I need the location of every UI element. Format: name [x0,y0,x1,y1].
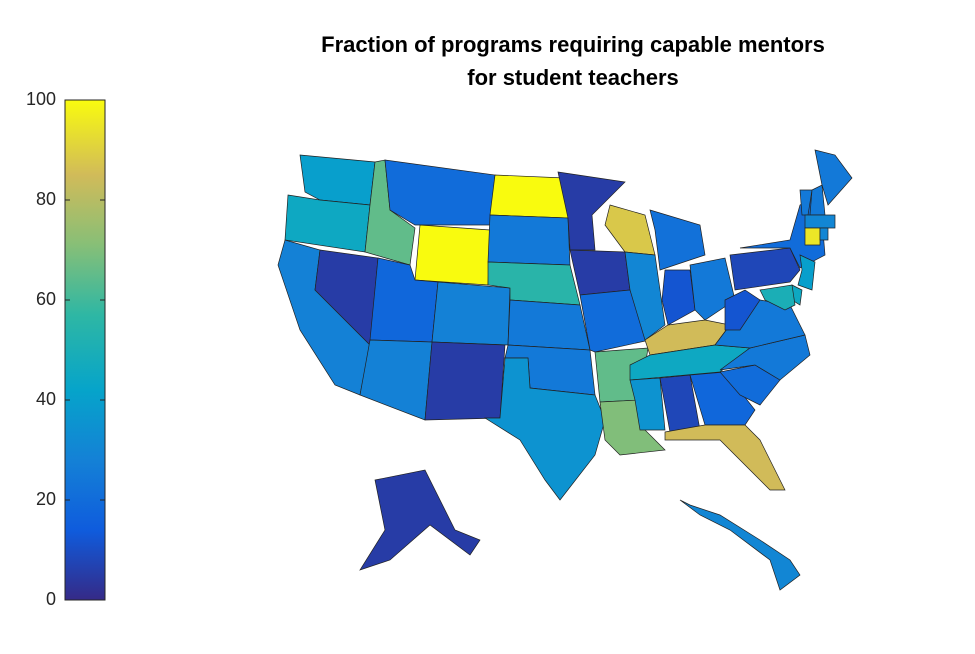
title-line: for student teachers [467,65,679,90]
colorbar-tick-label: 100 [26,89,56,109]
colorbar-tick-label: 20 [36,489,56,509]
region [689,257,736,321]
region [604,204,656,256]
region [809,184,826,216]
region [679,499,801,591]
region [489,174,569,219]
region [424,341,506,421]
region [431,281,511,346]
region [797,254,816,291]
region [661,269,696,326]
colorbar-tick-label: 0 [46,589,56,609]
region [724,289,761,331]
region [629,377,666,431]
region [569,249,631,296]
region [664,424,786,491]
region [487,214,571,266]
region [804,227,821,246]
title-line: Fraction of programs requiring capable m… [321,32,825,57]
region [649,209,706,271]
region [689,371,756,426]
colorbar-tick-label: 60 [36,289,56,309]
region [579,289,651,353]
colorbar [64,99,106,601]
region [414,224,491,286]
region [814,149,853,206]
region [624,251,666,341]
region [483,357,606,501]
region [359,469,481,571]
region [557,171,626,251]
region [507,299,591,351]
region [359,339,433,421]
region [804,214,836,229]
region [759,284,796,311]
region [729,247,801,291]
colorbar-tick-label: 40 [36,389,56,409]
region [819,227,829,241]
region [384,159,496,226]
region [299,154,376,206]
colorbar-tick-label: 80 [36,189,56,209]
